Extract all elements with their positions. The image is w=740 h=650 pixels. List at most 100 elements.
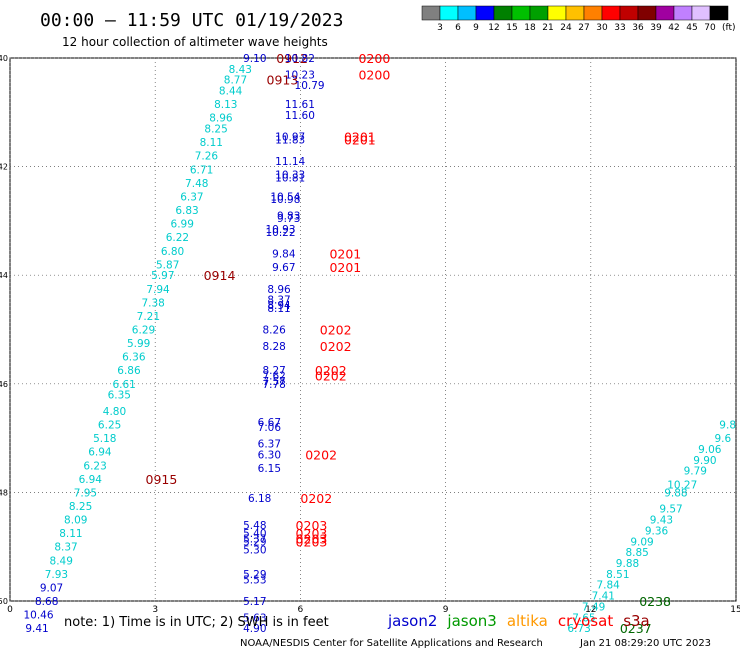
data-point-label: 10.98 (270, 194, 300, 206)
data-point-label: 9.07 (40, 582, 63, 594)
data-point-label: 6.15 (258, 463, 281, 475)
legend-entry-jason2: jason2 (387, 612, 437, 630)
time-label: 0201 (344, 130, 376, 145)
data-point-label: 4.90 (243, 623, 266, 635)
colorbar-swatch (439, 5, 459, 21)
time-label: 0202 (320, 339, 352, 354)
data-point-label: 5.29 (243, 569, 266, 581)
data-point-label: 6.71 (190, 164, 213, 176)
data-point-label: 6.30 (258, 449, 281, 461)
data-point-label: 8.51 (606, 569, 629, 581)
data-point-label: 10.93 (265, 224, 295, 236)
data-point-label: 8.43 (229, 64, 252, 76)
data-point-label: 8.25 (204, 124, 227, 136)
data-point-label: 7.93 (45, 569, 68, 581)
x-tick-label: 12 (585, 605, 596, 615)
data-point-label: 9.8 (719, 420, 736, 432)
data-point-label: 6.18 (248, 493, 271, 505)
data-point-label: 7.49 (582, 601, 605, 613)
colorbar-swatch (565, 5, 585, 21)
legend-entry-cryosat: cryosat (558, 612, 613, 630)
data-point-label: 8.68 (35, 596, 58, 608)
data-point-label: 6.22 (166, 232, 189, 244)
data-point-label: 6.94 (88, 447, 112, 459)
data-point-label: 10.82 (285, 53, 315, 65)
data-point-label: 8.27 (262, 365, 285, 377)
colorbar-label: 45 (686, 23, 697, 33)
colorbar-swatch (547, 5, 567, 21)
data-point-label: 9.79 (684, 466, 707, 478)
colorbar-swatch (421, 5, 441, 21)
data-point-label: 7.65 (572, 612, 595, 624)
colorbar-label: 24 (560, 23, 572, 33)
footer-note: note: 1) Time is in UTC; 2) SWH is in fe… (64, 615, 329, 630)
plot-area: 03691215-40-42-44-46-48-509.108.438.778.… (0, 51, 740, 636)
time-label: 0200 (358, 67, 390, 82)
data-point-label: 6.83 (175, 205, 198, 217)
time-label: 0202 (315, 369, 347, 384)
data-point-label: 7.21 (137, 311, 160, 323)
data-point-label: 8.11 (267, 303, 290, 315)
data-point-label: 5.18 (93, 433, 116, 445)
data-point-label: 6.61 (112, 379, 135, 391)
data-point-label: 8.49 (50, 555, 73, 567)
colorbar-swatch (475, 5, 495, 21)
colorbar-swatch (691, 5, 711, 21)
data-point-label: 9.09 (630, 536, 653, 548)
data-point-label: 10.81 (275, 172, 305, 184)
data-point-label: 10.23 (285, 69, 315, 81)
data-point-label: 8.28 (262, 341, 285, 353)
data-point-label: 8.96 (209, 113, 233, 125)
colorbar-swatch (511, 5, 531, 21)
colorbar-swatch (619, 5, 639, 21)
colorbar-label: 33 (614, 23, 625, 33)
data-point-label: 6.23 (83, 460, 106, 472)
colorbar-swatch (637, 5, 657, 21)
legend-entry-altika: altika (507, 612, 548, 630)
data-point-label: 5.87 (156, 259, 179, 271)
data-point-label: 8.11 (200, 137, 223, 149)
y-tick-label: -42 (0, 163, 8, 172)
time-label: 0202 (320, 323, 352, 338)
data-point-label: 10.27 (667, 479, 697, 491)
x-tick-label: 9 (443, 605, 449, 615)
data-point-label: 4.80 (103, 406, 126, 418)
time-label: 0201 (344, 132, 376, 147)
colorbar-label: 70 (704, 23, 716, 33)
y-tick-label: -50 (0, 597, 8, 606)
colorbar-swatch (673, 5, 693, 21)
colorbar-label: 9 (473, 23, 479, 33)
data-point-label: 6.35 (108, 390, 131, 402)
data-point-label: 9.88 (664, 487, 687, 499)
data-point-label: 7.94 (146, 284, 170, 296)
colorbar-label: 18 (524, 23, 536, 33)
time-label: 0914 (204, 268, 236, 283)
track: 9.89.69.069.909.7910.279.889.579.439.369… (567, 420, 736, 637)
data-point-label: 11.60 (285, 110, 315, 122)
colorbar-label: 42 (668, 23, 679, 33)
data-point-label: 9.90 (693, 455, 716, 467)
data-point-label: 10.33 (275, 170, 305, 182)
time-label: 0202 (305, 447, 337, 462)
data-point-label: 5.37 (243, 534, 266, 546)
data-point-label: 8.44 (219, 86, 243, 98)
legend-entry-jason3: jason3 (446, 612, 496, 630)
data-point-label: 6.37 (180, 191, 203, 203)
time-label: 0237 (620, 621, 652, 636)
data-point-label: 5.29 (243, 536, 266, 548)
time-label: 0201 (329, 260, 361, 275)
data-point-label: 9.67 (272, 262, 295, 274)
data-point-label: 6.80 (161, 246, 184, 258)
data-point-label: 9.43 (650, 515, 673, 527)
x-tick-label: 3 (152, 605, 158, 615)
legend-entry-s3a: s3a (623, 612, 650, 630)
data-point-label: 7.95 (74, 487, 97, 499)
data-point-label: 7.26 (195, 151, 219, 163)
colorbar-label: 36 (632, 23, 644, 33)
data-point-label: 5.97 (151, 270, 174, 282)
time-label: 0203 (296, 532, 328, 547)
data-point-label: 10.22 (265, 227, 295, 239)
time-label: 0201 (329, 246, 361, 261)
data-point-label: 11.83 (275, 134, 305, 146)
